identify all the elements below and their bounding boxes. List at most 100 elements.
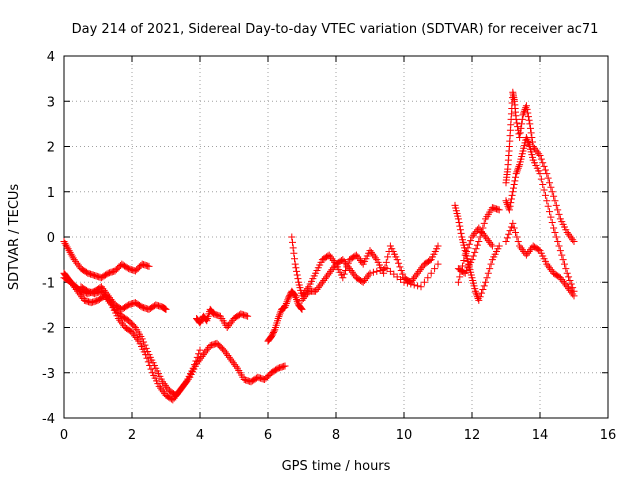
data-point	[227, 318, 235, 326]
data-point	[515, 162, 523, 170]
data-point	[554, 238, 562, 246]
x-tick-label: 8	[332, 428, 340, 443]
data-point	[559, 277, 567, 285]
data-point	[384, 253, 392, 261]
data-point	[281, 303, 289, 311]
data-point	[543, 260, 551, 268]
data-point	[366, 247, 374, 255]
data-point	[344, 263, 352, 271]
data-point	[551, 228, 559, 236]
data-point	[523, 105, 531, 113]
data-point	[414, 282, 422, 290]
data-point	[322, 273, 330, 281]
data-point	[355, 255, 363, 263]
data-point	[511, 177, 519, 185]
data-point	[68, 280, 76, 288]
data-point	[275, 313, 283, 321]
data-point	[399, 270, 407, 278]
data-point	[478, 228, 486, 236]
data-point	[548, 188, 556, 196]
data-point	[502, 197, 510, 205]
data-point	[516, 242, 524, 250]
data-point	[195, 356, 203, 364]
data-point	[202, 347, 210, 355]
data-point	[182, 379, 190, 387]
data-point	[198, 352, 206, 360]
data-point	[469, 231, 477, 239]
data-point	[371, 254, 379, 262]
data-point	[396, 263, 404, 271]
data-point	[543, 197, 551, 205]
x-tick-label: 4	[196, 428, 204, 443]
data-point	[329, 257, 337, 265]
data-point	[117, 318, 125, 326]
data-point	[565, 273, 573, 281]
data-point	[140, 338, 148, 346]
data-point	[524, 137, 532, 145]
y-tick-label: 3	[47, 95, 55, 110]
data-point	[472, 245, 480, 253]
data-point	[484, 237, 492, 245]
data-point	[563, 283, 571, 291]
y-axis-label: SDTVAR / TECUs	[7, 184, 22, 291]
y-tick-label: -2	[42, 322, 55, 337]
data-point	[69, 254, 77, 262]
data-point	[103, 293, 111, 301]
data-point	[526, 120, 534, 128]
data-point	[525, 141, 533, 149]
data-point	[487, 260, 495, 268]
data-point	[340, 270, 348, 278]
data-point	[356, 257, 364, 265]
data-point	[316, 282, 324, 290]
data-point	[524, 113, 532, 121]
data-point	[281, 362, 289, 370]
data-point	[555, 210, 563, 218]
data-point	[282, 301, 290, 309]
data-point	[566, 232, 574, 240]
x-tick-label: 10	[396, 428, 413, 443]
data-point	[339, 274, 347, 282]
data-point	[513, 233, 521, 241]
data-point	[64, 245, 72, 253]
data-point	[352, 251, 360, 259]
data-point	[223, 324, 231, 331]
data-point	[297, 304, 305, 312]
data-point	[223, 350, 231, 358]
data-point	[290, 249, 298, 257]
data-point	[147, 365, 155, 373]
x-tick-label: 16	[600, 428, 617, 443]
series-track-12	[502, 88, 578, 246]
data-point	[495, 242, 503, 250]
data-point	[158, 386, 166, 394]
data-point	[282, 300, 290, 308]
data-point	[483, 274, 491, 282]
data-point	[274, 314, 282, 322]
data-point	[350, 270, 358, 278]
data-point	[301, 293, 309, 301]
data-point	[558, 276, 566, 284]
data-point	[293, 267, 301, 275]
series-track-6	[264, 287, 306, 345]
data-point	[539, 181, 547, 189]
data-point	[565, 285, 573, 293]
data-point	[129, 330, 137, 338]
data-point	[514, 164, 522, 172]
data-point	[382, 258, 390, 266]
data-point	[71, 284, 79, 292]
data-point	[75, 289, 83, 297]
data-point	[118, 320, 126, 328]
data-point	[66, 248, 74, 256]
data-point	[509, 219, 517, 227]
data-point	[363, 273, 371, 281]
data-point	[427, 269, 435, 277]
data-point	[72, 285, 80, 293]
data-point	[467, 237, 475, 245]
data-point	[514, 238, 522, 246]
data-point	[479, 229, 487, 237]
data-point	[567, 234, 575, 242]
data-point	[559, 256, 567, 264]
data-point	[525, 247, 533, 255]
data-point	[144, 347, 152, 355]
data-point	[431, 265, 439, 273]
series-track-8	[298, 256, 442, 304]
